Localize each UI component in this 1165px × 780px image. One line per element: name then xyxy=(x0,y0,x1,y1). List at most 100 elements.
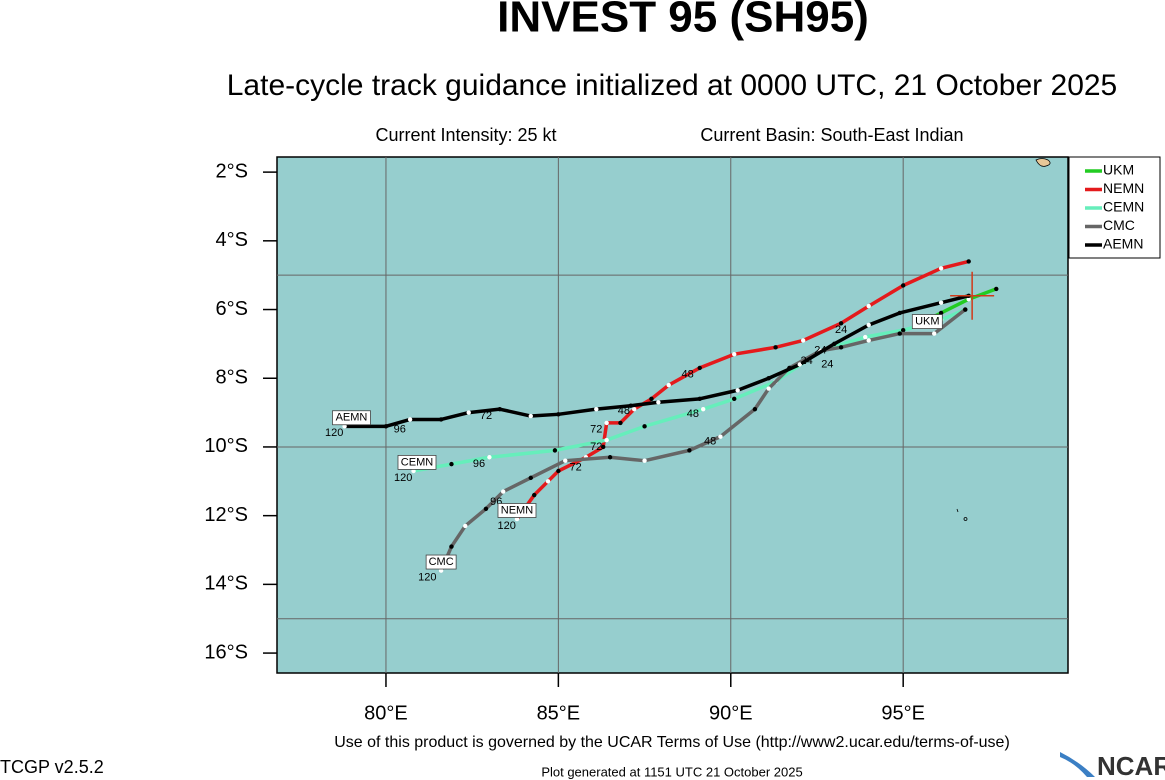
island xyxy=(1035,158,1051,167)
legend xyxy=(1068,156,1161,259)
x-tick-label: 80°E xyxy=(364,702,408,724)
track xyxy=(344,294,970,429)
track-point xyxy=(556,412,561,417)
track-point xyxy=(604,420,609,426)
lead-time-label: 24 xyxy=(821,358,833,370)
x-tick-label: 85°E xyxy=(537,702,581,724)
track-point xyxy=(800,338,806,343)
version: TCGP v2.5.2 xyxy=(0,757,104,777)
logo: NCAR xyxy=(1097,751,1165,780)
track-point xyxy=(632,406,637,412)
track xyxy=(515,259,970,521)
model-label: UKM xyxy=(915,315,939,327)
label-box xyxy=(425,554,457,570)
track-point xyxy=(438,568,444,573)
track-point xyxy=(938,300,944,305)
track-point xyxy=(642,458,647,463)
track-point xyxy=(797,362,802,367)
track-point xyxy=(600,444,606,450)
track-point xyxy=(383,424,389,429)
track-point xyxy=(938,266,944,271)
track-point xyxy=(963,307,968,312)
track-point xyxy=(407,417,413,422)
y-tick-label: 2°S xyxy=(216,160,248,182)
legend-label: CMC xyxy=(1103,217,1135,233)
track-point xyxy=(700,406,706,412)
track-point xyxy=(411,468,416,474)
current-position xyxy=(950,271,995,320)
lead-time-label: 120 xyxy=(325,427,343,439)
track-point xyxy=(838,345,844,350)
track-point xyxy=(897,331,902,336)
subtitle: Late-cycle track guidance initialized at… xyxy=(227,69,1118,102)
track-point xyxy=(552,448,558,453)
track-point xyxy=(563,458,568,463)
title: INVEST 95 (SH95) xyxy=(497,0,869,42)
legend-label: AEMN xyxy=(1103,236,1143,252)
track-point xyxy=(687,448,692,453)
track-point xyxy=(966,297,971,302)
track-point xyxy=(766,386,771,391)
track-point xyxy=(556,468,561,474)
map-area xyxy=(276,156,1069,674)
y-tick-label: 6°S xyxy=(216,298,248,320)
track-point xyxy=(487,455,492,460)
track-point xyxy=(732,396,737,402)
track-point xyxy=(718,434,723,439)
track-point xyxy=(604,437,609,443)
model-label: AEMN xyxy=(336,412,368,424)
track-point xyxy=(900,283,906,288)
y-tick-label: 14°S xyxy=(204,573,248,595)
lead-time-label: 72 xyxy=(590,441,602,453)
track-point xyxy=(528,475,533,481)
track-point xyxy=(735,388,740,393)
track-point xyxy=(938,310,944,316)
model-label: CEMN xyxy=(401,456,433,468)
label-box xyxy=(397,455,437,470)
track-point xyxy=(463,523,468,529)
lead-time-label: 24 xyxy=(835,324,847,336)
track-point xyxy=(449,544,454,549)
model-label: CMC xyxy=(429,556,454,568)
lead-time-label: 48 xyxy=(618,405,630,417)
y-tick-label: 4°S xyxy=(216,229,248,251)
label-box xyxy=(332,410,371,426)
track-point xyxy=(500,489,506,494)
track-point xyxy=(666,382,671,388)
y-tick-label: 10°S xyxy=(204,435,248,457)
lead-time-label: 96 xyxy=(473,458,485,470)
footer: Use of this product is governed by the U… xyxy=(334,734,1010,751)
track-point xyxy=(866,338,871,343)
lead-time-label: 120 xyxy=(497,520,515,532)
legend-label: UKM xyxy=(1103,162,1134,178)
track-point xyxy=(528,413,533,419)
lead-time-label: 120 xyxy=(418,571,436,583)
lead-time-label: 72 xyxy=(480,410,492,422)
track-point xyxy=(497,406,502,412)
track-point xyxy=(649,396,654,402)
track-point xyxy=(514,516,520,522)
track-point xyxy=(466,410,471,415)
track-point xyxy=(438,417,444,422)
track-point xyxy=(866,303,871,309)
lead-time-label: 72 xyxy=(569,461,581,473)
track-point xyxy=(483,506,489,511)
y-tick-label: 8°S xyxy=(216,367,248,389)
track-point xyxy=(994,286,999,292)
track-point xyxy=(900,327,906,333)
track-point xyxy=(697,365,702,371)
track-point xyxy=(752,406,758,412)
track-point xyxy=(773,345,778,350)
model-label: NEMN xyxy=(501,504,533,516)
track-point xyxy=(832,341,837,347)
track-point xyxy=(897,310,902,316)
lead-time-label: 120 xyxy=(394,472,412,484)
track-point xyxy=(594,406,599,412)
legend-label: CEMN xyxy=(1103,199,1144,215)
y-tick-label: 16°S xyxy=(204,641,248,663)
track xyxy=(413,307,966,473)
track-point xyxy=(642,424,647,429)
intensity: Current Intensity: 25 kt xyxy=(375,125,556,145)
track-point xyxy=(838,321,844,326)
